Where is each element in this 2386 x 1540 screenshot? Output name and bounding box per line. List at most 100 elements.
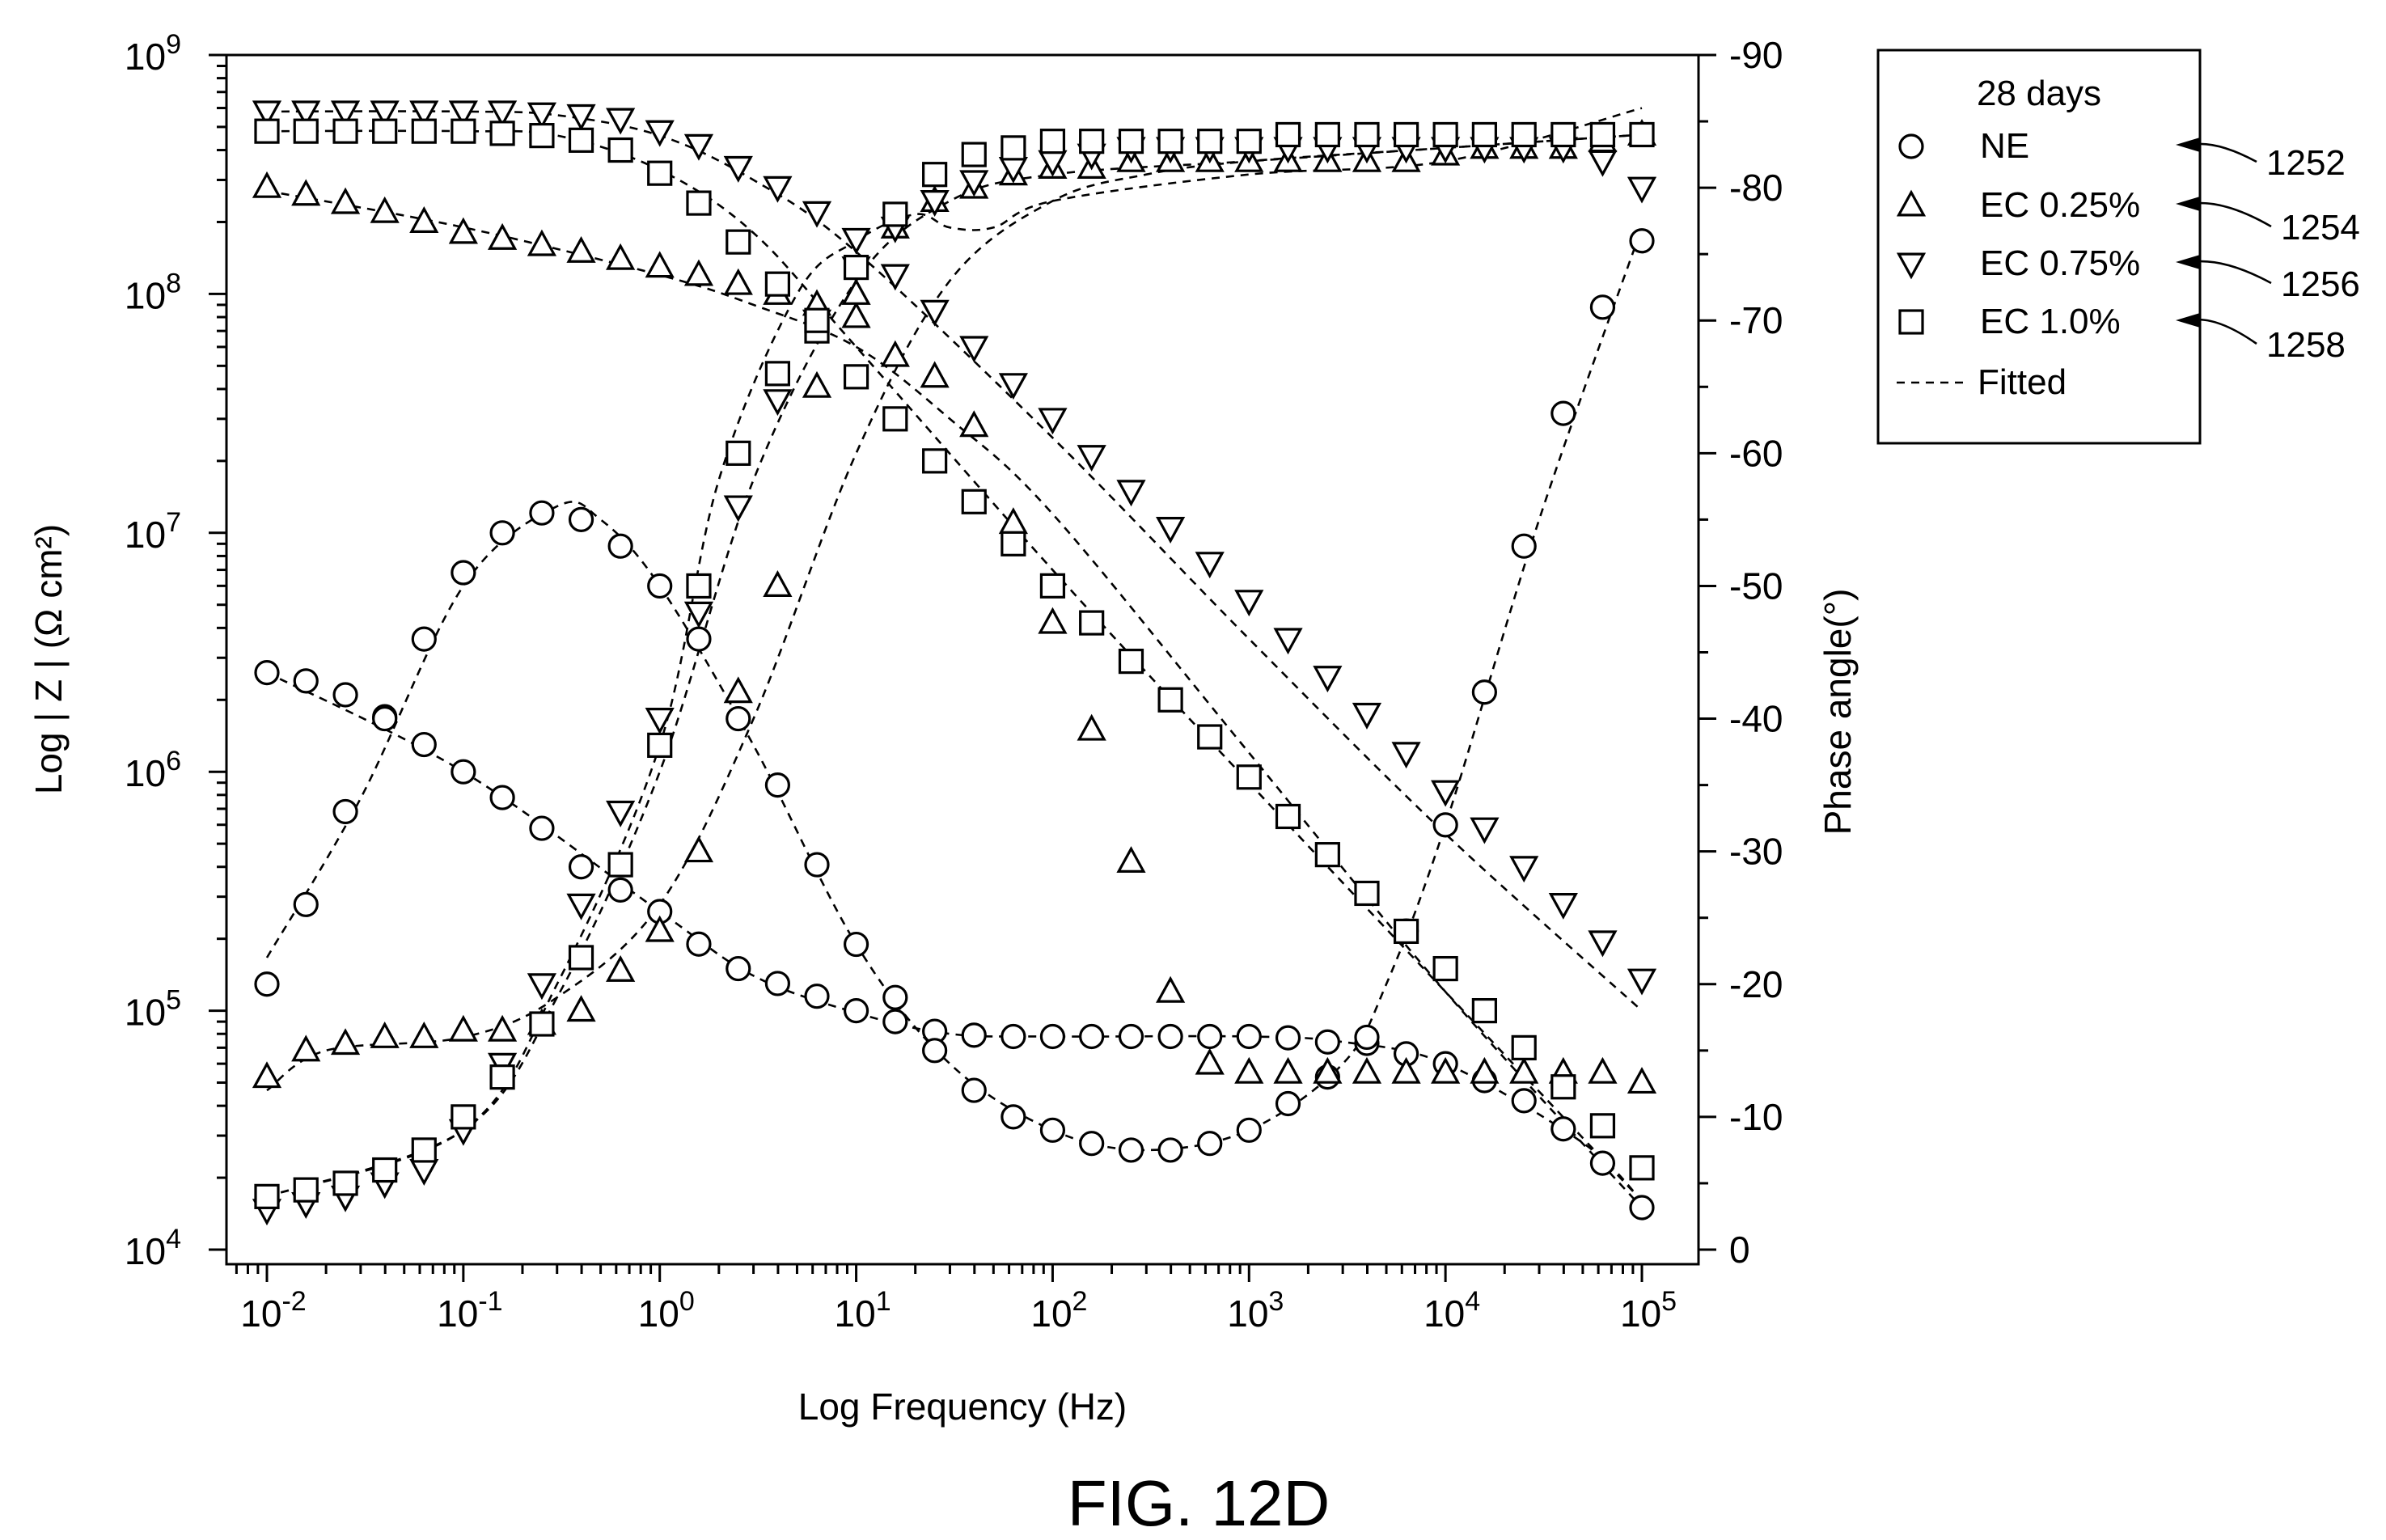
x-tick-label: 102 bbox=[1030, 1286, 1087, 1335]
data-point bbox=[1001, 135, 1026, 161]
data-point bbox=[293, 118, 319, 144]
y2-tick-label: -50 bbox=[1729, 565, 1783, 607]
data-point bbox=[1511, 1088, 1537, 1114]
data-point bbox=[529, 1011, 555, 1037]
data-point bbox=[332, 682, 358, 708]
data-point bbox=[1197, 724, 1223, 750]
data-point bbox=[1354, 1024, 1380, 1051]
y-tick-label: 105 bbox=[125, 985, 181, 1034]
series-ec-1-0-phase bbox=[254, 121, 1655, 1209]
data-point bbox=[1273, 1056, 1303, 1084]
data-point bbox=[1116, 480, 1146, 507]
data-point bbox=[723, 155, 753, 183]
data-point bbox=[566, 893, 596, 920]
data-point bbox=[1156, 517, 1186, 544]
data-point bbox=[1431, 780, 1461, 807]
data-point bbox=[1471, 679, 1497, 705]
data-point bbox=[606, 108, 636, 135]
fit-curve-ec-0-25-phase bbox=[266, 133, 1643, 1092]
tick-exponent: 5 bbox=[166, 985, 181, 1016]
data-point bbox=[1039, 1023, 1066, 1050]
data-point bbox=[686, 573, 712, 599]
data-point bbox=[1432, 812, 1458, 838]
data-point bbox=[880, 340, 910, 367]
data-point bbox=[566, 995, 596, 1022]
tick-exponent: 1 bbox=[876, 1286, 891, 1317]
data-point bbox=[1275, 121, 1301, 148]
fitted-curves bbox=[265, 107, 1644, 1208]
data-point bbox=[1275, 1090, 1301, 1117]
data-point bbox=[1314, 121, 1340, 148]
tick-base: 10 bbox=[125, 992, 166, 1034]
tick-base: 10 bbox=[1424, 1292, 1465, 1335]
data-point bbox=[1275, 1025, 1301, 1051]
data-point bbox=[1157, 1137, 1183, 1163]
data-point bbox=[1391, 1056, 1421, 1084]
data-point bbox=[1077, 713, 1106, 741]
reference-numeral-1258: 1258 bbox=[2266, 325, 2346, 365]
y-tick-label: 107 bbox=[125, 507, 181, 556]
data-point bbox=[1470, 1056, 1500, 1084]
data-point bbox=[1079, 1023, 1105, 1050]
data-point bbox=[252, 1061, 282, 1089]
data-point bbox=[1038, 408, 1068, 435]
data-point bbox=[566, 235, 596, 263]
data-point bbox=[1354, 880, 1380, 907]
data-point bbox=[607, 852, 633, 878]
data-point bbox=[1432, 121, 1458, 148]
data-point bbox=[372, 1157, 398, 1183]
y2-tick-label: -60 bbox=[1729, 432, 1783, 474]
data-point bbox=[291, 100, 321, 128]
data-point bbox=[726, 229, 751, 255]
tick-exponent: 4 bbox=[166, 1224, 181, 1254]
data-point bbox=[1393, 121, 1419, 148]
data-point bbox=[1314, 1029, 1340, 1055]
x-tick-label: 10-1 bbox=[437, 1286, 502, 1335]
data-point bbox=[882, 201, 908, 227]
leader-line bbox=[2189, 260, 2272, 285]
data-point bbox=[1588, 930, 1618, 958]
data-point bbox=[487, 1014, 518, 1042]
data-point bbox=[1195, 552, 1225, 579]
data-point bbox=[1234, 590, 1264, 617]
data-point bbox=[1550, 121, 1576, 148]
data-point bbox=[1116, 846, 1146, 873]
data-point bbox=[959, 336, 989, 363]
tick-exponent: 4 bbox=[1465, 1286, 1480, 1317]
legend-marker-ne bbox=[1898, 133, 1924, 159]
data-point bbox=[1588, 150, 1618, 177]
data-point bbox=[293, 891, 319, 917]
data-point bbox=[1627, 1067, 1657, 1094]
tick-exponent: 5 bbox=[1661, 1286, 1677, 1317]
data-point bbox=[529, 815, 555, 841]
reference-numeral-1254: 1254 bbox=[2281, 208, 2360, 248]
tick-exponent: 7 bbox=[166, 507, 181, 538]
tick-base: 10 bbox=[1620, 1292, 1661, 1335]
data-point bbox=[683, 259, 714, 286]
data-point bbox=[1629, 1155, 1655, 1181]
legend-marker-ec-0-75 bbox=[1896, 252, 1927, 280]
data-point bbox=[1079, 1131, 1105, 1157]
y-tick-label: 109 bbox=[125, 29, 181, 78]
data-point bbox=[1234, 1056, 1264, 1084]
x-tick-label: 10-2 bbox=[240, 1286, 306, 1335]
x-tick-label: 103 bbox=[1227, 1286, 1284, 1335]
data-point bbox=[411, 118, 437, 144]
data-point bbox=[606, 954, 636, 982]
data-point bbox=[726, 955, 751, 982]
data-point bbox=[802, 201, 832, 228]
data-point bbox=[448, 1014, 478, 1042]
data-point bbox=[843, 997, 869, 1024]
data-point bbox=[1118, 1023, 1144, 1050]
tick-labels: 10-2 10-1 100 101 102 103 104 10510410510610710… bbox=[125, 29, 1783, 1335]
data-point bbox=[370, 1022, 400, 1048]
data-point bbox=[448, 100, 478, 128]
data-point bbox=[1038, 607, 1068, 634]
data-point bbox=[645, 120, 675, 147]
data-point bbox=[683, 601, 714, 628]
data-point bbox=[489, 785, 515, 810]
data-point bbox=[920, 361, 950, 388]
reference-numerals: 1252 1254 1256 1258 bbox=[2176, 138, 2360, 365]
data-point bbox=[411, 626, 437, 652]
data-point bbox=[529, 500, 555, 526]
